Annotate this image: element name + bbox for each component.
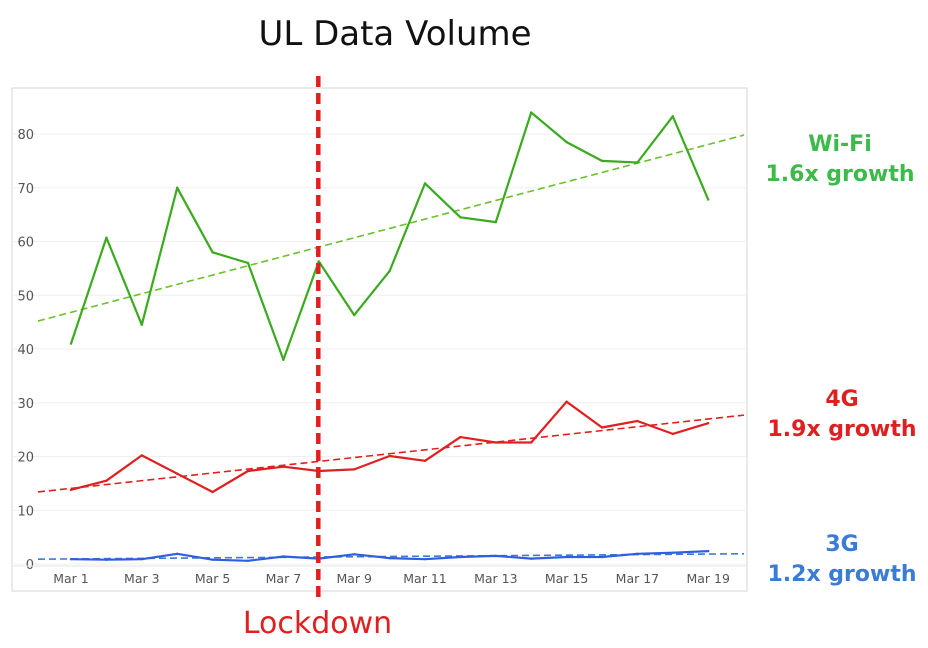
data-point: [423, 459, 427, 462]
lte-label: 4G: [825, 387, 859, 412]
data-point: [600, 159, 604, 163]
trend-line-4g: [37, 414, 745, 493]
data-point: [459, 435, 462, 439]
data-point: [707, 421, 710, 425]
data-point: [211, 490, 214, 494]
3g-annotation: 3G 1.2x growth: [762, 530, 922, 590]
lte-growth-label: 1.9x growth: [767, 417, 917, 442]
data-point: [388, 269, 391, 273]
y-tick-label: 10: [17, 504, 34, 519]
trend-line-wifi: [37, 134, 745, 322]
y-tick-label: 20: [17, 451, 34, 466]
data-point: [530, 557, 533, 560]
y-tick-label: 80: [17, 128, 34, 143]
y-tick-label: 40: [17, 343, 34, 358]
data-point: [317, 260, 320, 263]
data-point: [282, 358, 285, 361]
y-tick-label: 50: [17, 289, 34, 304]
data-point: [459, 216, 462, 219]
x-tick-label: Mar 9: [336, 571, 372, 586]
y-tick-label: 60: [17, 236, 34, 251]
chart-title: UL Data Volume: [258, 14, 532, 54]
data-point: [105, 236, 108, 239]
y-tick-label: 30: [17, 397, 34, 412]
data-point: [140, 323, 143, 327]
data-point: [388, 454, 391, 458]
data-point: [600, 426, 604, 429]
3g-growth-label: 1.2x growth: [767, 562, 917, 587]
x-tick-label: Mar 15: [545, 571, 588, 586]
data-point: [69, 488, 73, 492]
data-point: [565, 555, 568, 559]
x-tick-label: Mar 13: [474, 571, 517, 586]
wifi-label: Wi-Fi: [808, 132, 872, 157]
data-point: [707, 549, 710, 553]
data-point: [565, 140, 568, 144]
data-point: [105, 558, 108, 561]
data-point: [459, 555, 462, 559]
data-point: [423, 182, 427, 185]
data-point: [246, 469, 250, 473]
data-point: [176, 186, 179, 189]
data-point: [69, 557, 73, 561]
y-tick-label: 70: [17, 182, 34, 197]
data-point: [69, 342, 73, 345]
data-point: [671, 432, 674, 436]
lockdown-label: Lockdown: [242, 606, 393, 641]
data-point: [211, 251, 214, 254]
wifi-annotation: Wi-Fi 1.6x growth: [760, 130, 920, 190]
data-point: [176, 552, 179, 555]
data-point: [140, 557, 143, 561]
x-tick-label: Mar 17: [616, 571, 659, 586]
data-point: [246, 559, 250, 562]
data-point: [636, 552, 639, 555]
data-point: [494, 441, 497, 444]
data-point: [353, 313, 356, 317]
x-tick-label: Mar 19: [686, 571, 730, 586]
data-point: [565, 400, 568, 403]
data-point: [494, 554, 497, 558]
data-point: [423, 557, 427, 561]
wifi-growth-label: 1.6x growth: [765, 162, 915, 187]
x-tick-label: Mar 7: [266, 571, 302, 586]
data-point: [353, 468, 356, 471]
data-point: [176, 472, 179, 475]
plot-area: [11, 87, 748, 592]
data-point: [600, 555, 604, 559]
data-point: [636, 419, 639, 423]
data-point: [707, 198, 710, 201]
data-point: [494, 220, 497, 224]
x-tick-label: Mar 5: [195, 571, 231, 586]
x-tick-label: Mar 1: [53, 571, 89, 586]
data-point: [671, 551, 674, 554]
data-point: [530, 111, 533, 114]
data-point: [282, 555, 285, 558]
x-tick-label: Mar 3: [124, 571, 160, 586]
data-point: [636, 161, 639, 164]
data-point: [388, 556, 391, 560]
data-point: [105, 479, 108, 482]
lte-annotation: 4G 1.9x growth: [762, 385, 922, 445]
data-point: [530, 441, 533, 444]
data-point: [282, 465, 285, 468]
data-point: [353, 553, 356, 556]
data-point: [246, 261, 250, 265]
data-point: [140, 454, 143, 457]
3g-label: 3G: [825, 532, 859, 557]
data-point: [671, 115, 674, 118]
data-point: [211, 558, 214, 561]
x-tick-label: Mar 11: [403, 571, 446, 586]
